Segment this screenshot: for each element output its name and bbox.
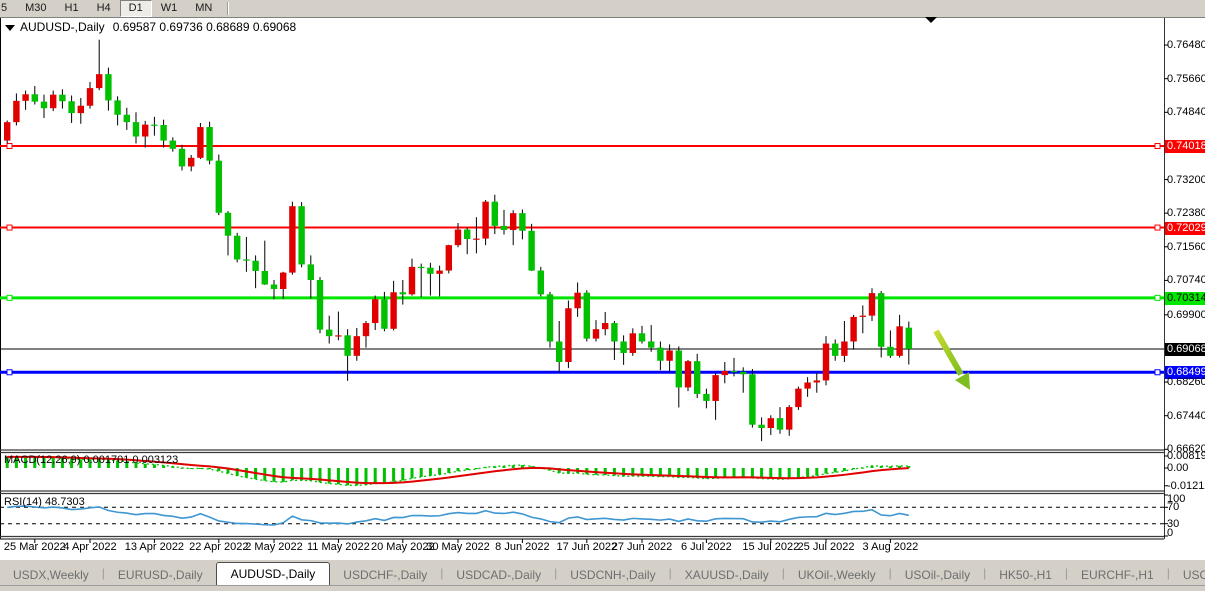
chart-title: AUDUSD-,Daily 0.69587 0.69736 0.68689 0.6… — [5, 20, 296, 34]
tab-usdcnh-daily[interactable]: USDCNH-,Daily — [570, 568, 656, 582]
tab-separator: | — [983, 566, 987, 580]
price-label-0.66620: 0.66620 — [1167, 443, 1205, 456]
line-handle[interactable] — [1154, 294, 1161, 301]
date-label: 6 Jul 2022 — [681, 541, 732, 553]
rsi-indicator-label: RSI(14) 48.7303 — [4, 496, 85, 508]
price-tag-0.70314: 0.70314 — [1165, 291, 1205, 305]
date-label: 27 Jun 2022 — [611, 541, 673, 553]
toolbar-separator — [227, 2, 230, 15]
price-tag-0.74018: 0.74018 — [1165, 140, 1205, 153]
price-label-0.67440: 0.67440 — [1167, 409, 1205, 422]
tab-usdchf-daily[interactable]: USDCHF-,Daily — [343, 568, 428, 582]
ohlc-values: 0.69587 0.69736 0.68689 0.69068 — [112, 20, 297, 34]
candles — [4, 39, 912, 442]
timeframe-toolbar: 5 M30 H1 H4 D1 W1 MN — [0, 0, 1205, 18]
date-label: 25 Jul 2022 — [797, 541, 855, 553]
tab-usoil-daily[interactable]: USOil-,Daily — [904, 568, 971, 582]
rsi-pane — [0, 505, 1164, 526]
macd-indicator-label: MACD(12,26,9) 0.001701 0.003123 — [4, 454, 179, 466]
timeframe-button-w1[interactable]: W1 — [160, 2, 178, 14]
date-label: 20 May 2022 — [370, 541, 435, 553]
tab-separator: | — [440, 566, 444, 580]
tab-separator: | — [101, 566, 105, 580]
tab-hk50-h1[interactable]: HK50-,H1 — [999, 568, 1052, 582]
status-strip — [0, 585, 1205, 591]
tab-separator: | — [554, 566, 558, 580]
macd-pane — [5, 455, 911, 487]
line-handle[interactable] — [1154, 369, 1161, 376]
date-label: 4 Apr 2022 — [63, 541, 117, 553]
price-label-0.75660: 0.75660 — [1167, 72, 1205, 85]
timeframe-button-5[interactable]: 5 — [1, 2, 8, 14]
line-handle[interactable] — [1154, 224, 1161, 231]
tab-separator: | — [1064, 566, 1069, 580]
chart-window[interactable]: AUDUSD-,Daily 0.69587 0.69736 0.68689 0.6… — [0, 17, 1205, 559]
tab-separator: | — [1166, 566, 1170, 580]
price-label-0.68260: 0.68260 — [1167, 376, 1205, 389]
tab-xauusd-daily[interactable]: XAUUSD-,Daily — [684, 568, 769, 582]
rsi-axis-70: 70 — [1167, 501, 1180, 514]
macd-axis--0.01212: -0.01212 — [1167, 479, 1205, 492]
date-label: 13 Apr 2022 — [124, 541, 185, 553]
date-label: 11 May 2022 — [306, 541, 370, 553]
tab-ukoil-weekly[interactable]: UKOil-,Weekly — [797, 568, 876, 582]
date-label: 17 Jun 2022 — [556, 541, 618, 553]
line-handle[interactable] — [6, 369, 13, 376]
price-tag-0.72029: 0.72029 — [1165, 221, 1205, 235]
line-handle[interactable] — [6, 143, 13, 149]
tab-eurusd-daily[interactable]: EURUSD-,Daily — [117, 568, 203, 582]
tab-audusd-daily[interactable]: AUDUSD-,Daily — [215, 562, 331, 586]
price-axis: 0.76480 0.75660 0.74840 0.74018 0.73200 0.723… — [1164, 17, 1205, 559]
macd-axis-0.00: 0.00 — [1167, 462, 1189, 474]
tab-usdx-weekly[interactable]: USDX,Weekly — [13, 568, 89, 582]
line-handle[interactable] — [1154, 143, 1161, 149]
chevron-down-icon — [5, 25, 15, 31]
date-label: 3 Aug 2022 — [862, 541, 919, 553]
rsi-axis-0: 0 — [1167, 527, 1174, 539]
price-label-0.71560: 0.71560 — [1167, 240, 1205, 253]
tab-eurchf-h1[interactable]: EURCHF-,H1 — [1081, 568, 1154, 582]
price-label-0.72380: 0.72380 — [1167, 207, 1205, 220]
tab-separator: | — [888, 566, 892, 580]
date-label: 30 May 2022 — [426, 541, 490, 553]
date-label: 8 Jun 2022 — [495, 541, 550, 553]
tab-separator: | — [668, 566, 672, 580]
price-label-0.69900: 0.69900 — [1167, 308, 1205, 321]
price-tag-0.69068: 0.69068 — [1165, 342, 1205, 356]
symbol-period-label: AUDUSD-,Daily — [20, 20, 105, 34]
rsi-axis-30: 30 — [1167, 517, 1180, 530]
timeframe-button-h4[interactable]: H4 — [96, 2, 111, 14]
tab-usoil-h[interactable]: USOil-,H — [1182, 568, 1205, 582]
timeframe-button-d1[interactable]: D1 — [119, 0, 152, 17]
price-label-0.70740: 0.70740 — [1167, 274, 1205, 287]
rsi-axis-100: 100 — [1167, 493, 1186, 505]
price-label-0.76480: 0.76480 — [1167, 39, 1205, 52]
date-label: 25 Mar 2022 — [3, 541, 66, 553]
timeframe-button-mn[interactable]: MN — [195, 2, 213, 14]
symbol-tab-bar: USDX,Weekly | EURUSD-,Daily AUDUSD-,Daily US… — [0, 559, 1205, 586]
date-label: 15 Jul 2022 — [742, 541, 800, 553]
price-label-0.74840: 0.74840 — [1167, 106, 1205, 119]
rsi-line — [7, 505, 909, 526]
timeframe-button-m30[interactable]: M30 — [25, 2, 47, 14]
arrow-annotation[interactable] — [933, 329, 970, 390]
line-handle[interactable] — [6, 294, 13, 301]
current-bar-marker-icon — [925, 17, 937, 23]
tab-usdcad-daily[interactable]: USDCAD-,Daily — [456, 568, 542, 582]
chart-canvas[interactable] — [0, 17, 1205, 559]
line-handle[interactable] — [6, 224, 13, 231]
price-tag-0.68499: 0.68499 — [1165, 366, 1205, 380]
timeframe-button-h1[interactable]: H1 — [64, 2, 79, 14]
price-label-0.73200: 0.73200 — [1167, 173, 1205, 186]
date-label: 2 May 2022 — [245, 541, 303, 553]
price-lines[interactable] — [0, 143, 1164, 376]
macd-axis-0.008197: 0.008197 — [1167, 449, 1205, 462]
date-label: 22 Apr 2022 — [189, 541, 249, 553]
tab-separator: | — [781, 566, 785, 580]
